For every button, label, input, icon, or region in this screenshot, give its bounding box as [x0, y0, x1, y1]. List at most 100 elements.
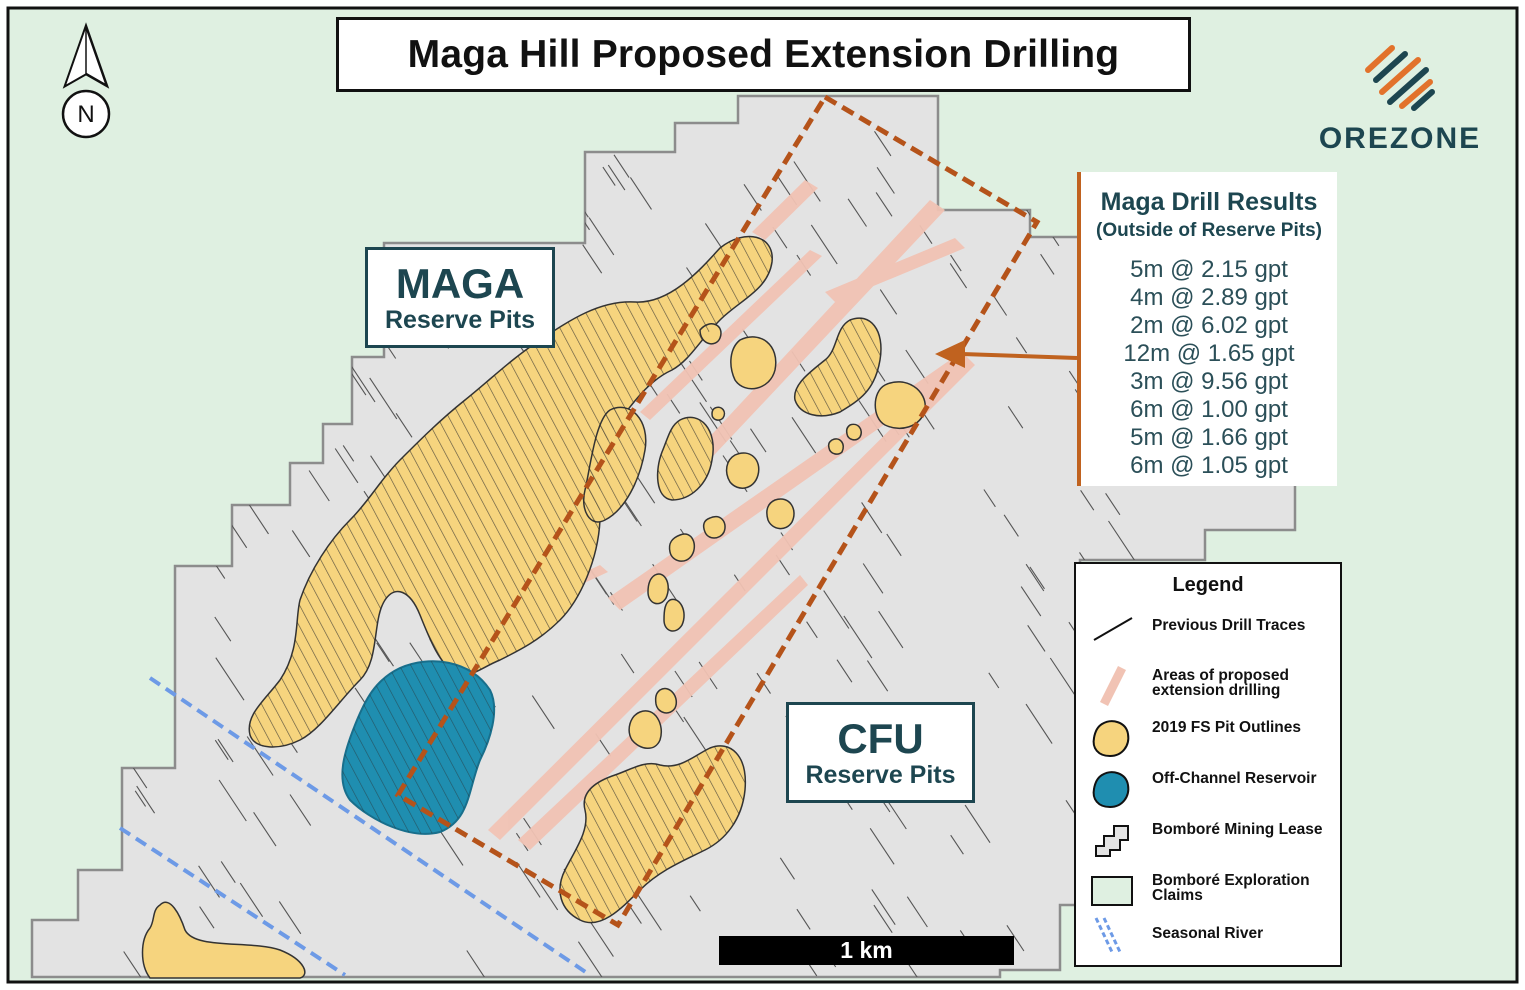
drill-trace: [620, 653, 635, 674]
map-title: Maga Hill Proposed Extension Drilling: [407, 32, 1120, 76]
drill-trace: [1006, 924, 1025, 952]
north-arrow-icon: [61, 22, 111, 139]
legend-item-pit-outline: 2019 FS Pit Outlines: [1088, 716, 1338, 762]
drill-trace: [874, 130, 892, 157]
drill-trace: [217, 738, 234, 763]
drill-trace: [843, 615, 873, 659]
drill-trace: [950, 834, 964, 855]
legend-label: Bomboré Mining Lease: [1152, 821, 1323, 838]
seasonal-river-icon: [1094, 917, 1122, 953]
pit-small: [711, 406, 726, 421]
drill-trace: [349, 364, 376, 403]
drill-trace: [1040, 253, 1055, 275]
drill-trace: [876, 166, 895, 194]
drill-results-list: 5m @ 2.15 gpt 4m @ 2.89 gpt 2m @ 6.02 gp…: [1081, 256, 1337, 480]
drill-trace: [395, 412, 413, 438]
drill-trace-icon: [1093, 617, 1133, 641]
drill-trace: [779, 857, 795, 880]
drill-trace: [582, 244, 603, 274]
drill-trace: [810, 224, 838, 265]
drill-trace: [218, 779, 247, 822]
drill-results-panel: Maga Drill Results (Outside of Reserve P…: [1077, 172, 1337, 486]
drill-results-title: Maga Drill Results: [1100, 188, 1318, 216]
drill-trace: [871, 889, 896, 926]
drill-trace: [988, 672, 1000, 689]
legend-label: 2019 FS Pit Outlines: [1152, 719, 1302, 736]
drill-trace: [1020, 586, 1042, 617]
drill-trace: [1029, 566, 1045, 590]
legend-label: Areas of proposed extension drilling: [1152, 667, 1289, 699]
drill-trace: [531, 695, 555, 730]
legend-item-mining-lease: Bomboré Mining Lease: [1088, 818, 1338, 864]
drill-trace: [588, 217, 615, 256]
proposed-area: [752, 180, 818, 240]
drill-result-item: 6m @ 1.00 gpt: [1130, 396, 1288, 423]
drill-trace: [342, 445, 355, 462]
legend-title: Legend: [1172, 574, 1244, 596]
results-arrow-line: [961, 352, 1078, 360]
drill-trace: [1108, 520, 1138, 564]
drill-trace: [1025, 563, 1045, 592]
drill-trace: [806, 621, 818, 639]
drill-trace: [215, 657, 245, 701]
drill-trace: [906, 896, 928, 928]
seasonal-river-1: [148, 676, 592, 977]
southwest-pit: [141, 901, 306, 979]
drill-trace: [1003, 514, 1019, 537]
legend-label: Bomboré Exploration Claims: [1152, 872, 1310, 904]
cfu-pit-label: CFU Reserve Pits: [786, 702, 975, 803]
drill-trace: [291, 530, 311, 558]
drill-trace: [516, 861, 541, 898]
legend-item-reservoir: Off-Channel Reservoir: [1088, 767, 1338, 813]
pit-outline-icon: [1092, 720, 1130, 758]
drill-result-item: 5m @ 1.66 gpt: [1130, 424, 1288, 451]
drill-trace: [1025, 703, 1053, 744]
drill-trace: [376, 642, 390, 663]
reservoir-icon: [1092, 771, 1130, 809]
pit-small: [874, 381, 926, 429]
north-label: N: [77, 101, 95, 128]
drill-trace: [866, 660, 889, 692]
drill-trace: [602, 166, 616, 186]
drill-trace: [1007, 405, 1024, 429]
pit-small: [647, 573, 669, 605]
north-arrow: N: [55, 22, 117, 142]
orezone-logo-icon: [1365, 45, 1435, 111]
drill-trace: [369, 377, 398, 420]
drill-trace: [214, 616, 232, 642]
drill-trace: [879, 289, 898, 315]
drill-trace: [949, 263, 968, 289]
drill-trace: [278, 901, 302, 935]
proposed-area-icon: [1100, 666, 1126, 706]
drill-trace: [199, 906, 215, 929]
drill-trace: [375, 638, 394, 667]
drill-trace: [607, 164, 626, 191]
drill-trace: [239, 882, 264, 918]
scale-bar: 1 km: [719, 936, 1014, 965]
drill-trace: [886, 533, 902, 557]
drill-trace: [134, 790, 147, 807]
drill-trace: [906, 962, 920, 977]
seasonal-river-2: [118, 826, 347, 977]
drill-trace: [1027, 624, 1046, 652]
drill-trace: [847, 198, 867, 227]
drill-trace: [136, 785, 156, 814]
pit-small: [668, 533, 696, 562]
drill-trace: [873, 904, 893, 934]
drill-trace: [1015, 337, 1028, 354]
legend-label: Off-Channel Reservoir: [1152, 770, 1317, 787]
pit-small: [663, 598, 685, 632]
cfu-name: CFU: [837, 715, 924, 762]
pit-small: [702, 515, 726, 539]
drill-trace: [613, 154, 630, 178]
drill-trace: [750, 428, 767, 453]
map-title-box: Maga Hill Proposed Extension Drilling: [336, 17, 1191, 92]
mining-lease-icon: [1095, 825, 1129, 857]
pit-small: [725, 452, 760, 489]
pit-small: [628, 710, 662, 749]
legend-label: Seasonal River: [1152, 925, 1264, 942]
drill-trace: [1105, 492, 1121, 516]
drill-result-item: 3m @ 9.56 gpt: [1130, 368, 1288, 395]
